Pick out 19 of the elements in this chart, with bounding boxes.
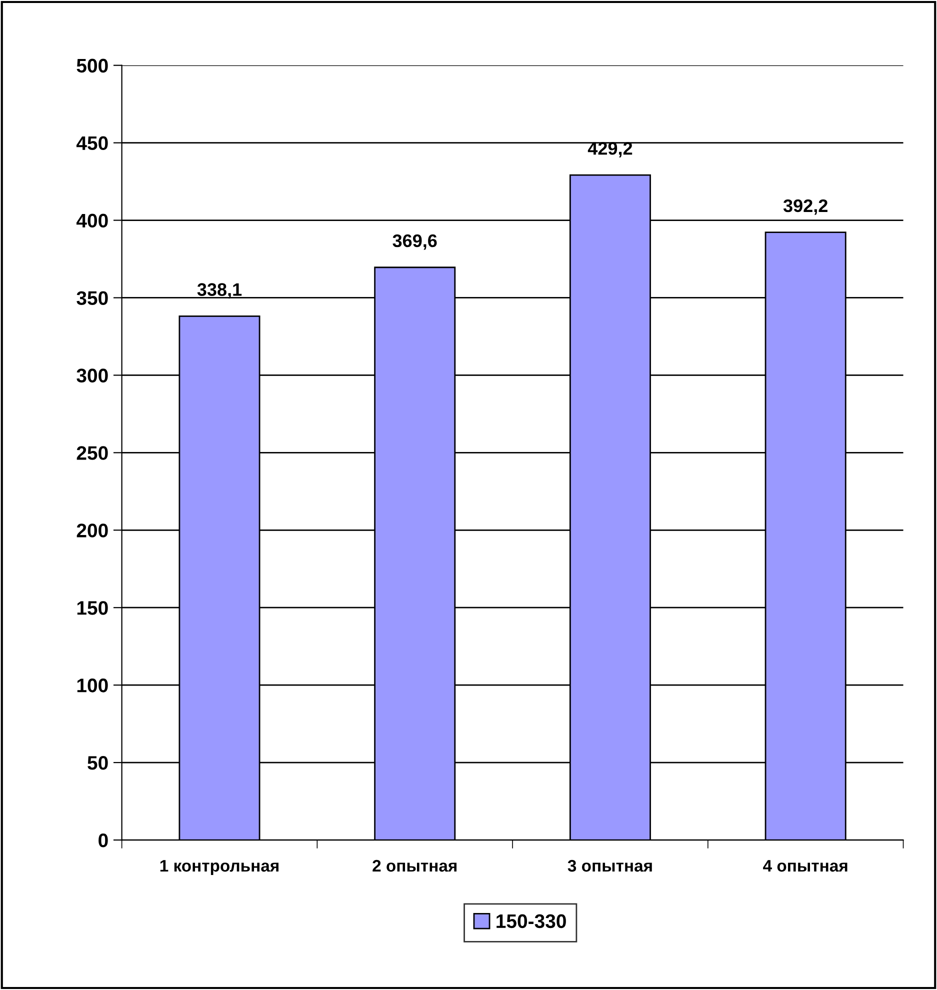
y-tick-label: 300 [76,368,108,382]
y-tick-label: 350 [76,291,108,306]
x-tick-label: 4 опытная [763,860,848,872]
y-tick-label: 0 [98,833,108,848]
y-tick-label: 200 [76,524,108,538]
y-tick-label: 100 [77,678,108,692]
y-tick-label: 500 [76,58,108,73]
y-tick-label: 450 [76,136,108,150]
y-tick-label: 250 [76,446,108,460]
x-tick-label: 1 контрольная [160,860,278,875]
data-label: 392,2 [783,199,828,215]
x-tick-label: 3 опытная [568,860,652,872]
y-tick-label: 400 [76,214,108,228]
legend-label: 150-330 [496,914,566,928]
y-tick-label: 150 [77,601,108,615]
y-tick-label: 50 [88,756,108,770]
data-label: 369,6 [392,234,437,250]
x-tick-label: 2 опытная [372,860,456,872]
data-label: 338,1 [197,283,242,299]
